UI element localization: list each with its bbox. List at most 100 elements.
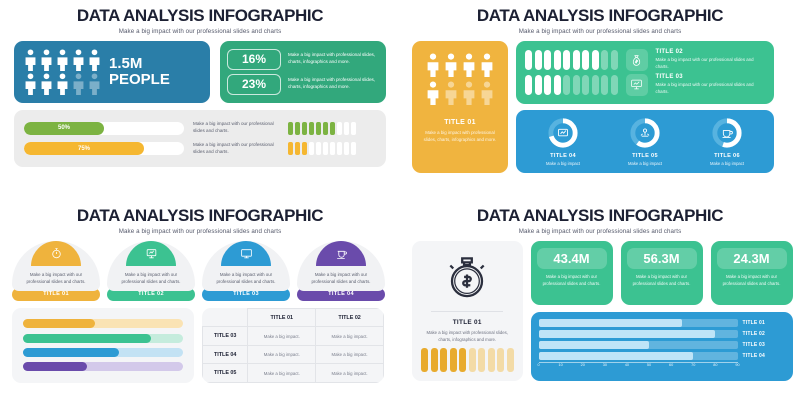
table-row[interactable]: TITLE 03 Make a big impact. Make a big i…	[202, 326, 384, 346]
capsule	[544, 50, 551, 71]
person-icon	[462, 53, 476, 77]
pip	[337, 142, 342, 156]
bar-track	[23, 347, 183, 357]
stat-text: Make a big impact with our professional …	[542, 273, 601, 286]
arch-card[interactable]: Make a big impact with our professional …	[107, 240, 195, 301]
table-cell: Make a big impact.	[315, 344, 384, 365]
presentation-icon	[625, 73, 648, 96]
q2-body: TITLE 01 Make a big impact with professi…	[400, 35, 800, 173]
stopwatch-card[interactable]: TITLE 01 Make a big impact with professi…	[412, 240, 523, 381]
people-panel[interactable]: 1.5M PEOPLE	[14, 40, 210, 103]
person-icon	[480, 81, 494, 105]
data-table: TITLE 01 TITLE 02 TITLE 03 Make a big im…	[202, 307, 384, 383]
progress-row[interactable]: 50% Make a big impact with our professio…	[24, 121, 376, 135]
person-icon	[72, 49, 85, 71]
value-bar	[440, 347, 447, 372]
yellow-bar-indicator	[421, 347, 514, 372]
capsule	[525, 50, 532, 71]
person-icon	[88, 49, 101, 71]
pip	[288, 142, 293, 156]
q2-right-column: TITLE 02 Make a big impact with our prof…	[516, 40, 774, 173]
pip-indicator	[288, 121, 356, 135]
capsule-title: TITLE 02	[655, 49, 683, 56]
donut-item[interactable]: TITLE 06 Make a big impact	[710, 116, 744, 166]
arch-card[interactable]: Make a big impact with our professional …	[202, 240, 290, 301]
capsule-row[interactable]: TITLE 03 Make a big impact with our prof…	[525, 73, 766, 96]
table-column-header: TITLE 02	[315, 307, 384, 328]
chart-category-label: TITLE 01	[742, 319, 765, 326]
person-icon	[444, 53, 458, 77]
arch-label: TITLE 01	[12, 287, 100, 301]
chart-bar-track	[538, 329, 738, 338]
bar-track	[23, 333, 183, 343]
donut-chart-icon	[712, 118, 742, 148]
bar-chart-plot-area: TITLE 01 TITLE 02 TITLE 03 TITLE 04	[538, 318, 785, 360]
donut-title: TITLE 04	[550, 153, 576, 160]
donut-item[interactable]: TITLE 05 Make a big impact	[628, 116, 662, 166]
page-subtitle: Make a big impact with our professional …	[118, 227, 282, 235]
arch-body: Make a big impact with our professional …	[107, 240, 195, 291]
bar-fill	[23, 333, 151, 343]
percent-panel: 16% Make a big impact with professional …	[220, 40, 386, 103]
q1-top-row: 1.5M PEOPLE 16% Make a big impact with p…	[0, 35, 400, 103]
progress-row[interactable]: 75% Make a big impact with our professio…	[24, 142, 376, 156]
chart-bar	[538, 340, 650, 349]
table-row-header: TITLE 04	[202, 344, 249, 365]
capsule	[534, 50, 542, 71]
stat-card[interactable]: 43.4M Make a big impact with our profess…	[530, 240, 613, 305]
capsule-indicator	[525, 74, 618, 95]
value-bar	[459, 347, 466, 372]
header-q3: DATA ANALYSIS INFOGRAPHIC Make a big imp…	[0, 200, 400, 235]
pip	[309, 121, 314, 135]
donut-panel: TITLE 04 Make a big impact TITLE 0	[516, 109, 774, 173]
arch-card[interactable]: Make a big impact with our professional …	[297, 240, 385, 301]
percent-text: Make a big impact with professional slid…	[288, 77, 376, 90]
stopwatch-card-text: Make a big impact with professional slid…	[426, 329, 508, 342]
value-bar	[449, 347, 457, 372]
people-icon-grid	[24, 49, 101, 95]
pip	[295, 142, 300, 156]
arch-label: TITLE 04	[297, 287, 385, 301]
progress-track: 50%	[24, 121, 184, 135]
donut-title: TITLE 06	[714, 153, 740, 160]
arch-card[interactable]: Make a big impact with our professional …	[12, 240, 100, 301]
donut-caption: Make a big impact	[628, 161, 662, 167]
value-bar	[430, 347, 438, 372]
stat-card[interactable]: 56.3M Make a big impact with our profess…	[620, 240, 703, 305]
quadrant-bottom-right: DATA ANALYSIS INFOGRAPHIC Make a big imp…	[400, 200, 800, 400]
capsule	[601, 50, 608, 71]
people-value-block: 1.5M PEOPLE	[109, 56, 170, 88]
table-row[interactable]: TITLE 05 Make a big impact. Make a big i…	[202, 363, 384, 383]
axis-tick-label: 30	[602, 362, 607, 367]
capsule-text-block: TITLE 03 Make a big impact with our prof…	[656, 74, 766, 95]
pip	[288, 121, 293, 135]
progress-track: 75%	[24, 142, 184, 156]
stat-card[interactable]: 24.3M Make a big impact with our profess…	[710, 240, 793, 305]
capsule-title: TITLE 03	[655, 73, 683, 80]
bar-track	[23, 362, 183, 372]
pip	[351, 142, 356, 156]
pip	[302, 121, 307, 135]
axis-tick-label: 40	[624, 362, 630, 367]
chart-bar-track	[538, 351, 738, 360]
arch-text: Make a big impact with our professional …	[216, 272, 276, 285]
percent-row[interactable]: 16% Make a big impact with professional …	[227, 48, 379, 70]
pip	[330, 121, 335, 135]
pip	[302, 142, 307, 156]
capsule-row[interactable]: TITLE 02 Make a big impact with our prof…	[525, 49, 765, 72]
axis-tick-label: 50	[646, 362, 652, 367]
pip	[323, 142, 328, 156]
stat-card-row: 43.4M Make a big impact with our profess…	[530, 240, 793, 305]
pip	[337, 121, 342, 135]
bar-chart-x-axis: 0 10 20 30 40 50 60 70 80 90	[537, 361, 740, 371]
progress-fill: 75%	[24, 142, 144, 156]
axis-tick-label: 70	[691, 362, 696, 367]
arch-label: TITLE 03	[202, 287, 290, 301]
donut-item[interactable]: TITLE 04 Make a big impact	[546, 116, 580, 166]
table-column-header: TITLE 01	[247, 307, 317, 328]
percent-row[interactable]: 23% Make a big impact with professional …	[227, 73, 379, 95]
percent-badge: 16%	[227, 48, 281, 70]
q4-right-column: 43.4M Make a big impact with our profess…	[530, 240, 793, 381]
orange-people-card[interactable]: TITLE 01 Make a big impact with professi…	[412, 40, 508, 173]
table-row[interactable]: TITLE 04 Make a big impact. Make a big i…	[202, 344, 384, 365]
